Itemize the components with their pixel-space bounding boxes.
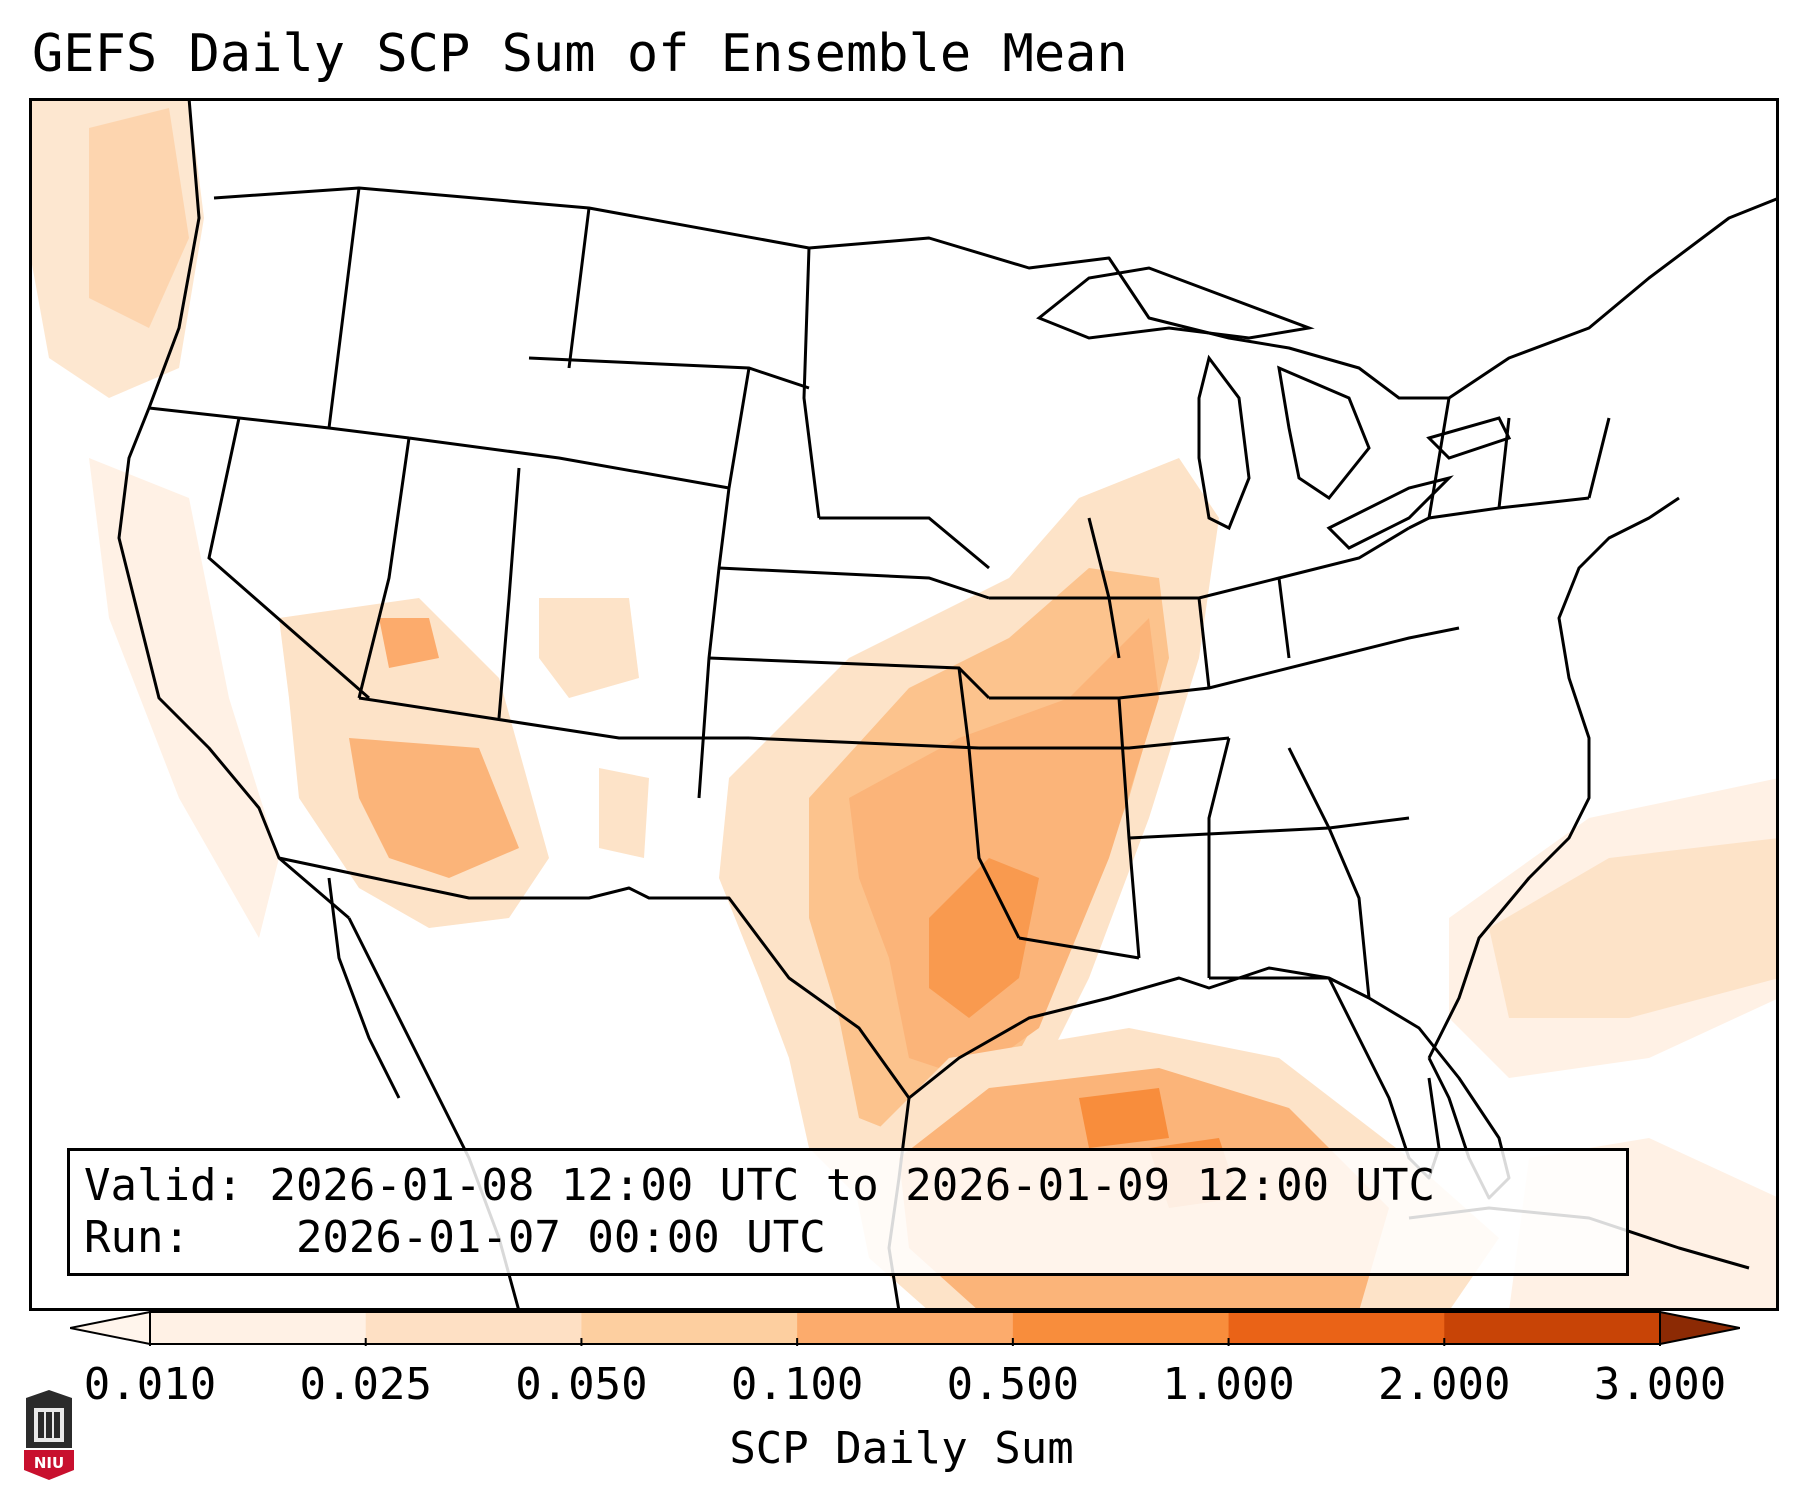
valid-label: Valid: bbox=[84, 1160, 243, 1211]
run-time: 2026-01-07 00:00 UTC bbox=[295, 1212, 826, 1263]
baja bbox=[327, 877, 401, 1099]
lake-ontario bbox=[1426, 416, 1512, 460]
lake-superior bbox=[1036, 266, 1315, 340]
valid-line: Valid: 2026-01-08 12:00 UTC to 2026-01-0… bbox=[84, 1161, 1435, 1211]
colorbar-segment bbox=[150, 1312, 367, 1344]
map-border bbox=[29, 98, 1779, 1311]
colorbar-segment bbox=[365, 1312, 582, 1344]
lake-huron bbox=[1277, 365, 1371, 501]
colorbar-tick-label: 2.000 bbox=[1378, 1359, 1511, 1410]
map-panel bbox=[29, 98, 1779, 1311]
valid-range: 2026-01-08 12:00 UTC to 2026-01-09 12:00… bbox=[269, 1160, 1436, 1211]
lake-michigan bbox=[1197, 354, 1251, 531]
state-lines bbox=[148, 187, 1611, 999]
colorbar bbox=[70, 1310, 1740, 1346]
us-canada-border bbox=[213, 186, 1779, 400]
colorbar-tick-label: 0.050 bbox=[515, 1359, 648, 1410]
map-title: GEFS Daily SCP Sum of Ensemble Mean bbox=[32, 24, 1128, 84]
colorbar-segment bbox=[1444, 1312, 1661, 1344]
colorbar-segment bbox=[581, 1312, 798, 1344]
colorbar-segment bbox=[797, 1312, 1014, 1344]
us-mexico-border bbox=[278, 856, 911, 1099]
atlantic-coast bbox=[1427, 496, 1680, 1059]
colorbar-tick-label: 1.000 bbox=[1162, 1359, 1295, 1410]
logo-text: NIU bbox=[34, 1454, 64, 1472]
colorbar-label: SCP Daily Sum bbox=[729, 1423, 1074, 1474]
us-west-coast bbox=[117, 98, 350, 920]
lake-erie bbox=[1326, 475, 1454, 550]
great-lakes bbox=[1036, 266, 1512, 550]
colorbar-segment bbox=[1228, 1312, 1445, 1344]
colorbar-tick-label: 0.025 bbox=[299, 1359, 432, 1410]
colorbar-upper-extend bbox=[1659, 1310, 1740, 1346]
colorbar-tick-label: 0.500 bbox=[946, 1359, 1080, 1410]
run-line: Run: 2026-01-07 00:00 UTC bbox=[84, 1213, 826, 1263]
valid-time-box: Valid: 2026-01-08 12:00 UTC to 2026-01-0… bbox=[67, 1148, 1629, 1276]
colorbar-tick-label: 0.010 bbox=[83, 1359, 217, 1410]
run-label: Run: bbox=[84, 1212, 190, 1263]
colorbar-tick-label: 3.000 bbox=[1593, 1359, 1727, 1410]
scp-map bbox=[29, 98, 1779, 1311]
niu-logo: NIU bbox=[24, 1390, 74, 1480]
colorbar-tick-label: 0.100 bbox=[730, 1359, 864, 1410]
colorbar-segment bbox=[1012, 1312, 1230, 1344]
colorbar-lower-extend bbox=[70, 1310, 151, 1346]
